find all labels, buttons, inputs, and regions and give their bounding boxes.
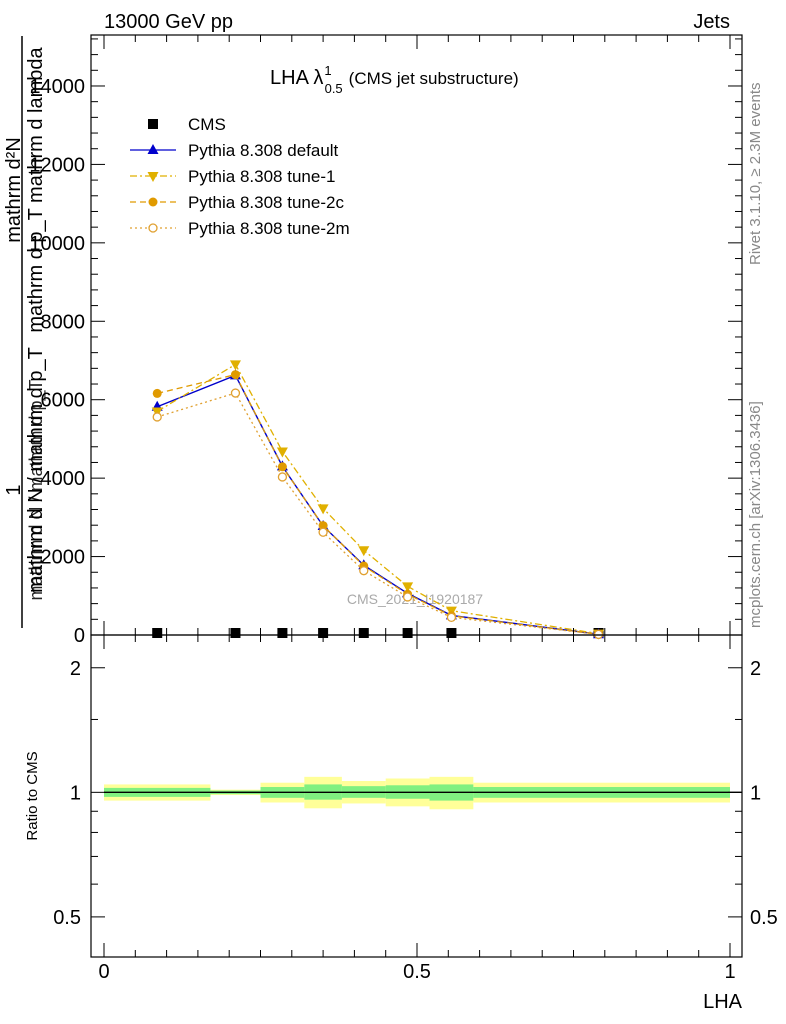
- legend: CMS Pythia 8.308 default Pythia 8.308 tune…: [130, 115, 350, 238]
- point-s2-1: [229, 360, 241, 371]
- legend-label-2: Pythia 8.308 tune-1: [188, 167, 335, 186]
- point-s3-3: [318, 521, 328, 531]
- ratio-ytick-label-right: 2: [750, 658, 761, 680]
- point-s3-0: [152, 388, 162, 398]
- legend-item-0: CMS: [148, 115, 226, 134]
- point-s4-3: [318, 527, 328, 537]
- point-s0-4: [358, 628, 369, 638]
- point-s0-6: [446, 628, 457, 638]
- xtick-label: 0: [98, 961, 109, 983]
- chart-title-main: LHA λ: [270, 67, 323, 89]
- ratio-ytick-label-right: 1: [750, 782, 761, 804]
- legend-item-3: Pythia 8.308 tune-2c: [130, 193, 344, 212]
- watermark: CMS_2021_I1920187: [347, 591, 483, 607]
- ratio-ylabel: Ratio to CMS: [24, 751, 41, 840]
- legend-item-1: Pythia 8.308 default: [130, 141, 339, 160]
- ylabel-bottom: mathrm d N / mathrm d p_T: [25, 347, 47, 593]
- point-s2-4: [358, 546, 370, 557]
- series-line-3: [157, 373, 599, 635]
- xtick-label: 0.5: [403, 961, 431, 983]
- ratio-ytick-label-right: 0.5: [750, 907, 778, 929]
- point-s4-6: [446, 612, 457, 623]
- rivet-label: Rivet 3.1.10, ≥ 2.3M events: [747, 83, 764, 266]
- ratio-axes: 0.5 0.5 1 1 2 2 0 0.5 1: [53, 635, 778, 983]
- chart-title-sup: 1: [324, 63, 331, 78]
- legend-marker-3: [148, 197, 158, 207]
- point-s2-3: [317, 504, 329, 515]
- ytick-label: 12000: [29, 154, 85, 176]
- main-axes: 0 2000 4000 6000 8000 10000 12000 14000: [29, 35, 742, 647]
- series-4: [152, 388, 604, 640]
- main-series-group: [151, 360, 605, 640]
- point-s4-0: [152, 412, 162, 422]
- ratio-ytick-label-left: 2: [70, 658, 81, 680]
- ytick-label: 2000: [41, 547, 86, 569]
- ytick-label: 0: [74, 625, 85, 647]
- ratio-ytick-label-left: 1: [70, 782, 81, 804]
- ytick-label: 6000: [41, 390, 86, 412]
- header-category: Jets: [693, 11, 730, 33]
- chart-title-sub: 0.5: [325, 81, 343, 96]
- ylabel-denominator: mathrm d p_T mathrm d lambda: [25, 46, 47, 332]
- main-ylabel: 1 mathrm d N / mathrm d p_T mathrm d N /…: [3, 36, 47, 628]
- legend-marker-2: [147, 172, 159, 182]
- point-s2-2: [276, 447, 288, 458]
- point-s3-1: [230, 370, 240, 380]
- point-s0-5: [402, 628, 413, 638]
- legend-marker-0: [148, 119, 158, 129]
- ytick-label: 14000: [29, 76, 85, 98]
- point-s4-5: [402, 592, 413, 602]
- series-0: [152, 628, 604, 638]
- legend-marker-1: [147, 144, 159, 154]
- ytick-label: 10000: [29, 233, 85, 255]
- chart-title: LHA λ1 0.5 (CMS jet substructure): [270, 63, 519, 96]
- point-s2-5: [402, 582, 414, 593]
- legend-label-3: Pythia 8.308 tune-2c: [188, 193, 344, 212]
- point-s0-1: [230, 628, 241, 638]
- point-s4-4: [359, 566, 369, 576]
- legend-item-4: Pythia 8.308 tune-2m: [130, 219, 350, 238]
- mcplots-label: mcplots.cern.ch [arXiv:1306.3436]: [747, 401, 764, 628]
- point-s0-2: [277, 628, 288, 638]
- ylabel-numerator: mathrm d²N: [3, 137, 25, 243]
- ylabel-top: 1: [3, 484, 25, 495]
- series-line-2: [156, 363, 599, 635]
- xtick-label: 1: [724, 961, 735, 983]
- ytick-label: 8000: [41, 311, 86, 333]
- legend-label-4: Pythia 8.308 tune-2m: [188, 219, 350, 238]
- legend-label-0: CMS: [188, 115, 226, 134]
- point-s0-0: [152, 628, 163, 638]
- ratio-ytick-label-left: 0.5: [53, 907, 81, 929]
- ylabel-bottom-dup: mathrm d N / mathrm d p_T: [26, 379, 47, 600]
- ytick-label: 4000: [41, 468, 86, 490]
- ratio-plot-area: [104, 776, 742, 810]
- xlabel: LHA: [703, 991, 743, 1013]
- legend-item-2: Pythia 8.308 tune-1: [130, 167, 335, 186]
- legend-label-1: Pythia 8.308 default: [188, 141, 339, 160]
- legend-marker-4: [148, 223, 158, 233]
- point-s4-2: [277, 472, 288, 482]
- header-process: 13000 GeV pp: [104, 11, 233, 33]
- chart-title-rest: (CMS jet substructure): [349, 69, 519, 88]
- point-s4-1: [230, 388, 241, 398]
- point-s3-2: [277, 462, 287, 472]
